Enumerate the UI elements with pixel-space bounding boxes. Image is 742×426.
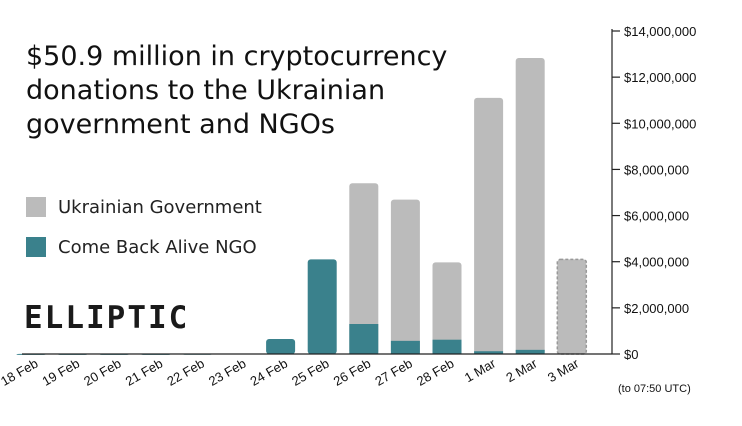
bar-government-10: [432, 262, 462, 354]
bar-ngo-10: [432, 339, 462, 354]
bar-government-9: [390, 199, 420, 354]
bars-group: [16, 57, 588, 355]
y-tick-label-4: $8,000,000: [624, 162, 689, 177]
y-tick-label-1: $2,000,000: [624, 301, 689, 316]
x-tick-label-3: 21 Feb: [123, 356, 166, 389]
y-tick-label-5: $10,000,000: [624, 116, 696, 131]
legend: Ukrainian Government Come Back Alive NGO: [26, 190, 262, 270]
x-tick-label-6: 24 Feb: [248, 356, 291, 389]
legend-swatch-ngo: [26, 237, 46, 257]
bar-government-13: [556, 258, 588, 355]
elliptic-logo: ELLIPTIC: [24, 300, 190, 336]
bar-ngo-12: [515, 349, 545, 354]
x-tick-label-8: 26 Feb: [331, 356, 374, 389]
bar-ngo-11: [474, 351, 504, 354]
bar-government-11: [474, 97, 504, 355]
legend-label-ngo: Come Back Alive NGO: [58, 236, 257, 258]
x-tick-label-12: 2 Mar: [503, 355, 540, 385]
y-tick-label-6: $12,000,000: [624, 70, 696, 85]
legend-item-government: Ukrainian Government: [26, 190, 262, 224]
x-tick-label-9: 27 Feb: [372, 356, 415, 389]
bar-government-8: [349, 183, 379, 354]
x-tick-label-13: 3 Mar: [545, 355, 582, 385]
bar-ngo-8: [349, 324, 379, 354]
partial-note: (to 07:50 UTC): [618, 383, 691, 395]
y-axis: $0 $2,000,000 $4,000,000 $6,000,000 $8,000,0…: [611, 24, 696, 362]
x-tick-label-10: 28 Feb: [414, 356, 457, 389]
title-line-2: donations to the Ukrainian: [26, 75, 386, 106]
y-tick-label-3: $6,000,000: [624, 209, 689, 224]
legend-label-government: Ukrainian Government: [58, 196, 262, 218]
x-axis: 18 Feb 19 Feb 20 Feb 21 Feb 22 Feb 23 Feb 24 F…: [0, 353, 612, 389]
x-tick-label-0: 18 Feb: [0, 356, 41, 389]
y-tick-label-0: $0: [624, 347, 638, 362]
x-tick-label-4: 22 Feb: [164, 356, 207, 389]
bar-government-12: [515, 57, 545, 355]
x-tick-label-1: 19 Feb: [40, 356, 83, 389]
bar-ngo-7: [307, 259, 337, 354]
legend-item-ngo: Come Back Alive NGO: [26, 230, 262, 264]
title-line-1: $50.9 million in cryptocurrency: [26, 41, 448, 72]
bar-ngo-9: [390, 340, 420, 354]
title-line-3: government and NGOs: [26, 109, 335, 140]
x-tick-label-5: 23 Feb: [206, 356, 249, 389]
chart-title: $50.9 million in cryptocurrency donation…: [26, 40, 506, 142]
bar-ngo-6: [266, 339, 296, 354]
x-tick-label-7: 25 Feb: [289, 356, 332, 389]
x-tick-label-11: 1 Mar: [462, 355, 499, 385]
x-tick-label-2: 20 Feb: [81, 356, 124, 389]
y-tick-label-2: $4,000,000: [624, 255, 689, 270]
legend-swatch-government: [26, 197, 46, 217]
y-tick-label-7: $14,000,000: [624, 24, 696, 39]
